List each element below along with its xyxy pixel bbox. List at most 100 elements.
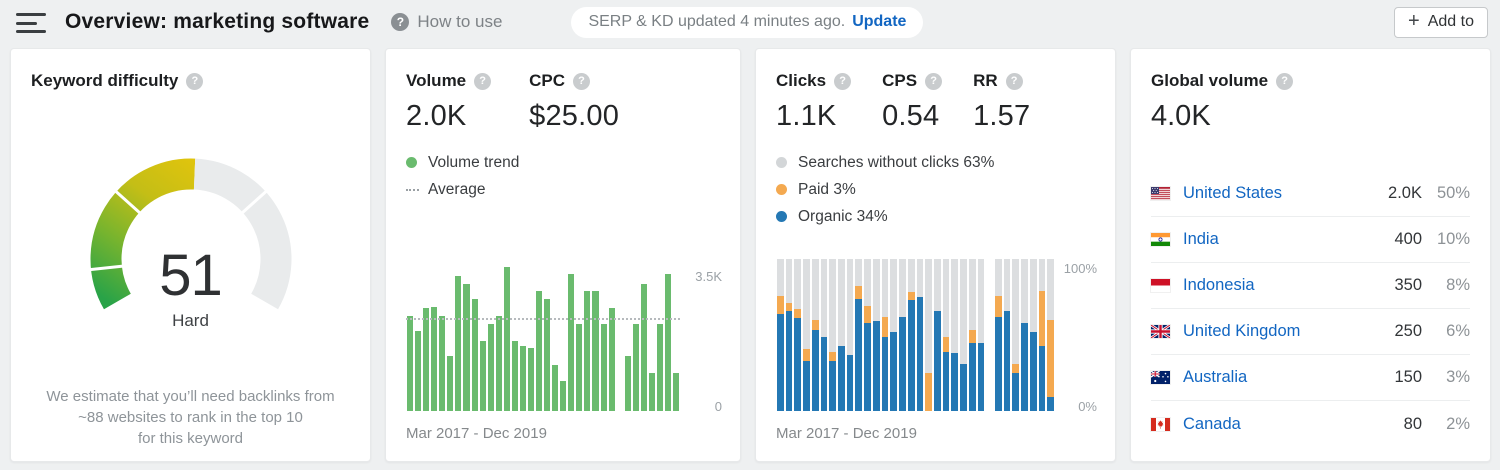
clicks-bar	[803, 259, 810, 411]
clicks-bar	[838, 259, 845, 411]
country-link[interactable]: India	[1183, 230, 1219, 248]
global-volume-value: 4.0K	[1151, 100, 1211, 132]
kd-score: 51	[159, 243, 223, 308]
legend-item-organic: Organic 34%	[776, 203, 994, 230]
global-volume-card: Global volume ? 4.0K United States 2.0K …	[1130, 48, 1491, 462]
volume-bar	[591, 259, 599, 411]
metric-cpc: CPC ? $25.00	[529, 71, 619, 133]
update-status-text: SERP & KD updated 4 minutes ago.	[588, 13, 846, 30]
help-circle-icon[interactable]: ?	[834, 72, 852, 90]
clicks-bar	[829, 259, 837, 411]
menu-icon[interactable]	[16, 13, 46, 33]
gray-dot-icon	[776, 157, 787, 168]
clicks-bar	[846, 259, 854, 411]
country-share: 8%	[1446, 276, 1470, 294]
y-tick-label: 0%	[1078, 399, 1097, 414]
clicks-bar	[1012, 259, 1020, 411]
volume-bar	[406, 259, 414, 411]
volume-bar	[462, 259, 470, 411]
clicks-bar	[899, 259, 906, 411]
country-row-australia: Australia 150 3%	[1151, 355, 1470, 401]
orange-dot-icon	[776, 184, 787, 195]
clicks-bar	[811, 259, 819, 411]
volume-bar	[471, 259, 479, 411]
help-circle-icon[interactable]: ?	[1276, 72, 1294, 90]
add-to-label: Add to	[1427, 13, 1474, 30]
volume-bar	[519, 259, 527, 411]
clicks-bar	[890, 259, 898, 411]
blue-dot-icon	[776, 211, 787, 222]
flag-indonesia-icon	[1151, 279, 1170, 292]
volume-value: 2.0K	[406, 100, 467, 132]
clicks-bar	[933, 259, 941, 411]
country-volume: 80	[1403, 414, 1422, 433]
y-tick-label: 100%	[1063, 261, 1097, 276]
volume-bar	[503, 259, 511, 411]
clicks-bar	[907, 259, 915, 411]
help-circle-icon[interactable]: ?	[925, 72, 943, 90]
volume-bar	[414, 259, 422, 411]
volume-bar	[648, 259, 656, 411]
country-share: 3%	[1446, 368, 1470, 386]
update-link[interactable]: Update	[852, 13, 907, 30]
country-link[interactable]: United States	[1183, 184, 1283, 202]
help-circle-icon[interactable]: ?	[573, 72, 591, 90]
kd-description: We estimate that you’ll need backlinks f…	[31, 386, 350, 449]
volume-bar	[567, 259, 575, 411]
country-volume: 150	[1394, 368, 1422, 386]
volume-bar	[446, 259, 454, 411]
help-circle-icon[interactable]: ?	[474, 72, 492, 90]
volume-bar	[632, 259, 640, 411]
country-link[interactable]: United Kingdom	[1183, 322, 1301, 340]
kd-description-line: We estimate that you’ll need backlinks f…	[46, 388, 335, 405]
country-link[interactable]: Australia	[1183, 368, 1248, 386]
help-circle-icon[interactable]: ?	[186, 72, 204, 90]
page-header: Overview: marketing software ? How to us…	[0, 0, 1500, 44]
volume-bar	[454, 259, 462, 411]
country-link[interactable]: Canada	[1183, 414, 1241, 433]
metric-label: Volume	[406, 71, 467, 90]
flag-united-states-icon	[1151, 187, 1170, 200]
volume-legend: Volume trend Average	[406, 149, 519, 203]
volume-bar	[487, 259, 495, 411]
card-title: Global volume	[1151, 71, 1269, 90]
clicks-bar	[1029, 259, 1037, 411]
add-to-button[interactable]: + Add to	[1394, 6, 1488, 38]
legend-item-volume-trend: Volume trend	[406, 149, 519, 176]
clicks-bar	[951, 259, 959, 411]
clicks-bar	[864, 259, 871, 411]
cpc-value: $25.00	[529, 100, 620, 132]
country-row-canada: Canada 80 2%	[1151, 401, 1470, 447]
how-to-use-link[interactable]: ? How to use	[391, 12, 502, 32]
volume-bar	[479, 259, 487, 411]
clicks-bar	[942, 259, 950, 411]
clicks-bar	[794, 259, 802, 411]
country-link[interactable]: Indonesia	[1183, 276, 1255, 294]
clicks-bar	[881, 259, 889, 411]
clicks-bar	[994, 259, 1002, 411]
volume-bar	[672, 259, 680, 411]
country-row-united-kingdom: United Kingdom 250 6%	[1151, 309, 1470, 355]
volume-trend-chart	[406, 259, 680, 411]
help-circle-icon[interactable]: ?	[1005, 72, 1023, 90]
page-title: Overview: marketing software	[65, 10, 370, 33]
flag-united-kingdom-icon	[1151, 325, 1170, 338]
clicks-bar	[1038, 259, 1046, 411]
rr-value: 1.57	[973, 100, 1031, 132]
clicks-x-axis-label: Mar 2017 - Dec 2019	[776, 425, 917, 442]
volume-bar	[495, 259, 503, 411]
legend-item-no-clicks: Searches without clicks 63%	[776, 149, 994, 176]
cps-value: 0.54	[882, 100, 940, 132]
metric-label: CPS	[882, 71, 918, 90]
clicks-bar	[785, 259, 793, 411]
legend-item-average: Average	[406, 176, 519, 203]
overview-cards: Keyword difficulty ? 51 Hard We estimate…	[10, 48, 1491, 462]
plus-icon: +	[1408, 10, 1420, 32]
clicks-bar	[1003, 259, 1011, 411]
clicks-bar	[960, 259, 967, 411]
card-title: Keyword difficulty	[31, 71, 179, 90]
country-volume: 2.0K	[1388, 184, 1422, 202]
clicks-bar	[925, 259, 932, 411]
average-line	[406, 317, 680, 320]
country-row-indonesia: Indonesia 350 8%	[1151, 263, 1470, 309]
